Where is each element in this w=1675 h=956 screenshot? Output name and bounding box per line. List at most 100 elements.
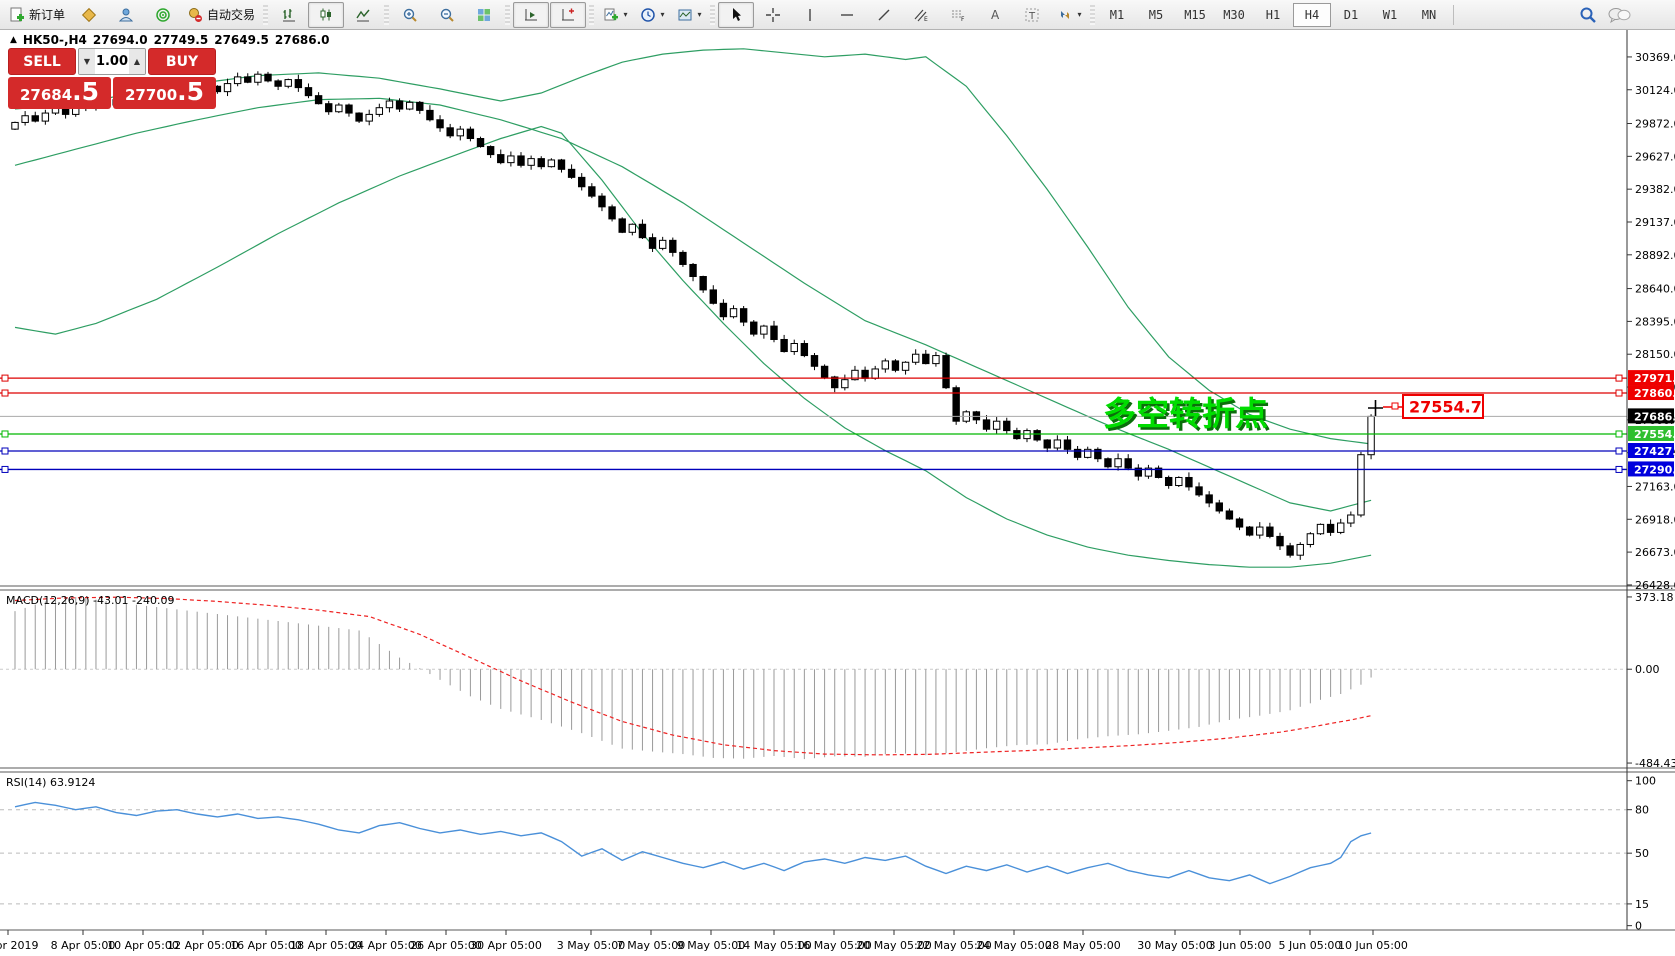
level-handle[interactable] — [1615, 374, 1623, 382]
tile-windows-button[interactable] — [466, 2, 502, 28]
candlestick-chart-button[interactable] — [308, 1, 345, 28]
candle-body — [1063, 439, 1072, 450]
level-handle[interactable] — [1, 447, 9, 455]
new-order-button[interactable]: 新订单 — [4, 2, 70, 28]
timeframe-m15[interactable]: M15 — [1184, 7, 1206, 22]
level-handle[interactable] — [1615, 447, 1623, 455]
pane-splitter[interactable] — [0, 586, 1675, 590]
time-tick-label: 12 Apr 05:00 — [167, 939, 239, 952]
autotrading-icon — [189, 7, 203, 22]
templates-button[interactable]: ▾ — [671, 2, 707, 28]
timeframe-m5[interactable]: M5 — [1148, 7, 1164, 22]
bollinger-middle-band — [14, 97, 1372, 512]
timeframe-m30[interactable]: M30 — [1223, 7, 1245, 22]
pane-splitter[interactable] — [0, 768, 1675, 772]
candle-body — [810, 355, 819, 367]
candle-body — [1043, 439, 1051, 449]
timeframe-mn[interactable]: MN — [1421, 7, 1437, 22]
rsi-tick-label: 50 — [1635, 847, 1649, 860]
text-button[interactable]: A — [977, 2, 1013, 28]
search-icon[interactable] — [1579, 6, 1597, 24]
clock-icon — [640, 7, 655, 22]
level-handle[interactable] — [1615, 389, 1623, 397]
zoom-out-icon — [440, 8, 454, 22]
line-chart-button[interactable] — [345, 2, 381, 28]
trendline-button[interactable] — [866, 2, 902, 28]
zoom-out-button[interactable] — [429, 2, 465, 28]
zoom-in-icon — [403, 8, 417, 22]
cursor-button[interactable] — [718, 1, 755, 28]
chart-canvas[interactable]: 30369.0 30124.0 29872.0 29627.0 29382.0 29137… — [0, 30, 1675, 956]
autotrading-button[interactable]: 自动交易 — [182, 2, 260, 28]
volume-increase-button[interactable]: ▲ — [129, 49, 145, 74]
timeframe-h4[interactable]: H4 — [1293, 2, 1332, 27]
level-handle[interactable] — [1, 465, 9, 473]
sell-button[interactable]: SELL — [8, 48, 76, 75]
candle-body — [446, 127, 454, 137]
candle-body — [618, 218, 626, 233]
candle-body — [648, 237, 657, 249]
price-tick-label: 30124.0 — [1635, 84, 1675, 97]
profiles-button[interactable] — [108, 2, 144, 28]
level-handle[interactable] — [1, 389, 9, 397]
zoom-in-button[interactable] — [392, 2, 428, 28]
rsi-tick-label: 15 — [1635, 898, 1649, 911]
arrows-button[interactable]: ▾ — [1051, 2, 1087, 28]
callout-anchor-handle[interactable] — [1391, 402, 1399, 410]
buy-button[interactable]: BUY — [148, 48, 216, 75]
rsi-tick-label: 0 — [1635, 920, 1642, 933]
fibonacci-button[interactable]: F — [940, 2, 976, 28]
candle-body — [1347, 514, 1355, 524]
candle-body — [1033, 430, 1041, 441]
horizontal-line-button[interactable] — [829, 2, 865, 28]
collapse-triangle-icon[interactable]: ▲ — [10, 35, 17, 45]
candle-body — [507, 155, 515, 164]
volume-input[interactable]: 1.00 — [95, 54, 129, 69]
timeframe-w1[interactable]: W1 — [1382, 7, 1398, 22]
crosshair-button[interactable] — [755, 2, 791, 28]
new-order-label: 新订单 — [29, 8, 66, 22]
callout-box[interactable] — [1402, 394, 1484, 419]
vertical-line-button[interactable] — [792, 2, 828, 28]
macd-tick-label: 373.18 — [1635, 591, 1674, 604]
level-axis-label: 27427.6 — [1634, 445, 1675, 458]
timeframe-d1[interactable]: D1 — [1343, 7, 1359, 22]
profiles-icon — [118, 8, 134, 21]
chart-shift-button[interactable] — [550, 1, 587, 28]
data-feed-button[interactable] — [145, 2, 181, 28]
timeframe-m1[interactable]: M1 — [1109, 7, 1125, 22]
buy-price-pips: .5 — [177, 77, 205, 106]
level-handle[interactable] — [1, 374, 9, 382]
candle-body — [1266, 526, 1274, 537]
periods-button[interactable]: ▾ — [634, 2, 670, 28]
level-handle[interactable] — [1615, 465, 1623, 473]
level-handle[interactable] — [1, 430, 9, 438]
sell-price-main: 27684 — [19, 86, 73, 104]
new-chart-button[interactable] — [71, 2, 107, 28]
toolbar-grip — [263, 4, 269, 25]
bar-chart-button[interactable] — [271, 2, 307, 28]
buy-price-box[interactable]: 27700 .5 — [113, 77, 216, 109]
price-tick-label: 26918.0 — [1635, 513, 1675, 526]
time-tick-label: 18 Apr 05:00 — [290, 939, 362, 952]
indicators-button[interactable]: ▾ — [597, 2, 633, 28]
level-handle[interactable] — [1615, 430, 1623, 438]
candle-body — [932, 355, 940, 365]
candle-body — [901, 361, 910, 371]
candle-body — [750, 321, 758, 335]
chat-icon[interactable] — [1607, 6, 1631, 24]
time-tick-label: 7 May 05:00 — [617, 939, 685, 952]
annotation-text[interactable]: 多空转折点 — [1103, 394, 1268, 433]
candle-body — [1084, 448, 1092, 458]
equidistant-channel-button[interactable]: E — [903, 2, 939, 28]
crosshair-icon — [766, 7, 781, 22]
candle-body — [365, 113, 373, 122]
auto-scroll-button[interactable] — [513, 1, 550, 28]
volume-decrease-button[interactable]: ▼ — [79, 49, 95, 74]
timeframe-h1[interactable]: H1 — [1265, 7, 1281, 22]
candle-body — [41, 112, 50, 122]
text-label-button[interactable]: T — [1014, 2, 1050, 28]
sell-price-box[interactable]: 27684 .5 — [8, 77, 111, 109]
candle-body — [254, 73, 262, 83]
time-tick-label: 10 Jun 05:00 — [1338, 939, 1408, 952]
